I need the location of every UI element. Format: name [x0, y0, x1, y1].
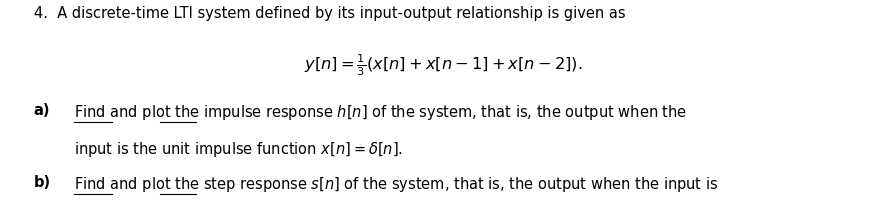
Text: Find and plot the impulse response $h[n]$ of the system, that is, the output whe: Find and plot the impulse response $h[n]…	[74, 103, 687, 122]
Text: input is the unit impulse function $x[n] = \delta[n]$.: input is the unit impulse function $x[n]…	[74, 140, 402, 159]
Text: 4.  A discrete-time LTI system defined by its input-output relationship is given: 4. A discrete-time LTI system defined by…	[34, 6, 626, 21]
Text: a): a)	[34, 103, 51, 118]
Text: $y[n] = \frac{1}{3}(x[n] + x[n-1] + x[n-2]).$: $y[n] = \frac{1}{3}(x[n] + x[n-1] + x[n-…	[304, 53, 582, 78]
Text: b): b)	[34, 175, 51, 190]
Text: Find and plot the step response $s[n]$ of the system, that is, the output when t: Find and plot the step response $s[n]$ o…	[74, 175, 718, 194]
